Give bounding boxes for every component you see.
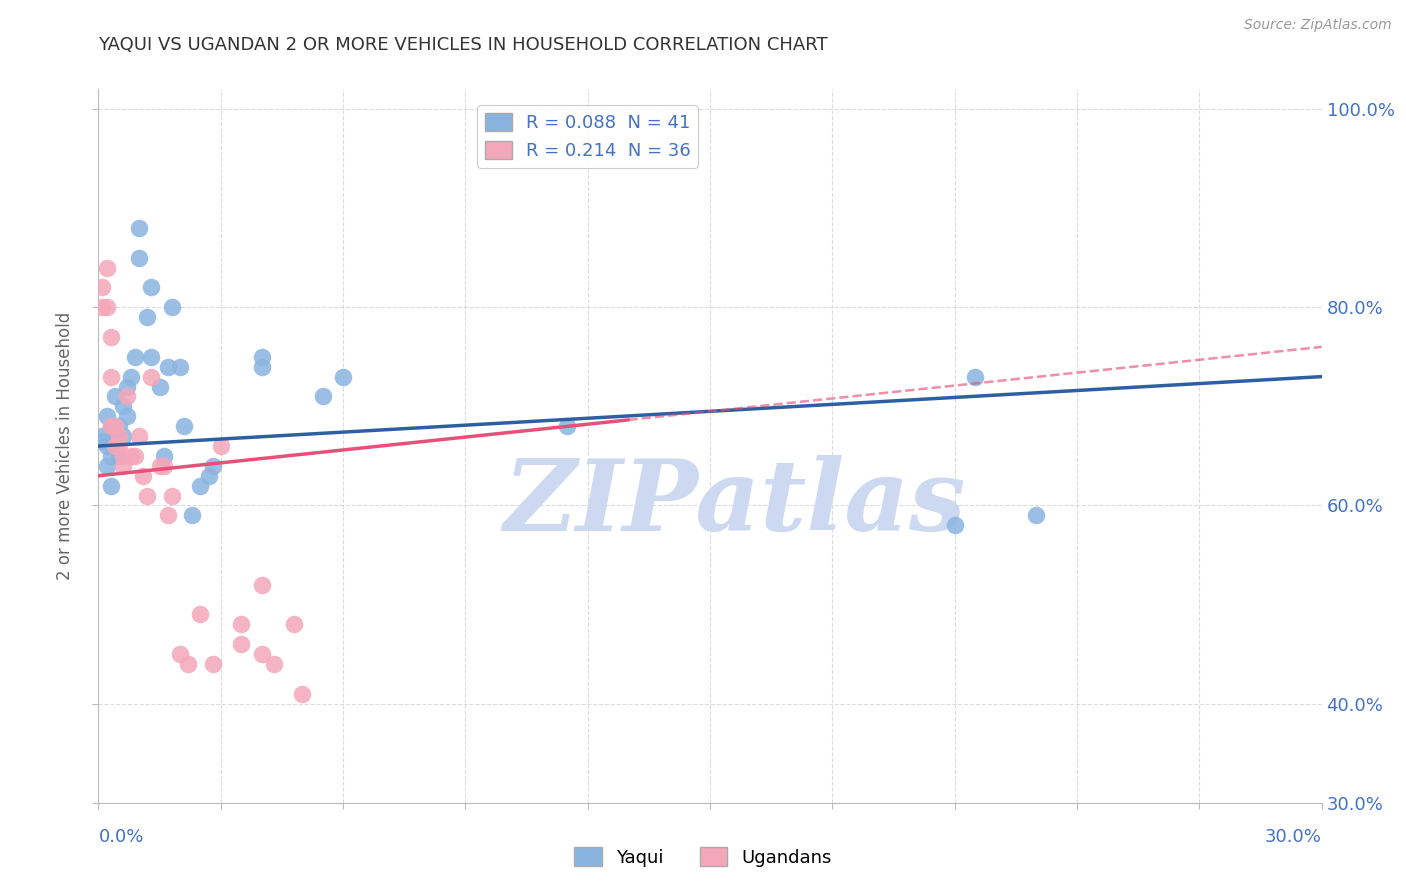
Point xyxy=(152,449,174,463)
Point xyxy=(104,389,127,403)
Point xyxy=(100,330,122,344)
Point xyxy=(156,359,179,374)
Point xyxy=(108,449,131,463)
Point xyxy=(124,449,146,463)
Point xyxy=(141,369,163,384)
Point xyxy=(141,350,163,364)
Point xyxy=(100,449,122,463)
Point xyxy=(132,468,155,483)
Point xyxy=(156,508,179,523)
Point xyxy=(250,350,273,364)
Point xyxy=(149,458,172,473)
Y-axis label: 2 or more Vehicles in Household: 2 or more Vehicles in Household xyxy=(56,312,75,580)
Point xyxy=(96,300,118,314)
Point xyxy=(181,508,204,523)
Point xyxy=(115,389,138,403)
Point xyxy=(128,221,150,235)
Point xyxy=(283,617,305,632)
Point xyxy=(115,409,138,424)
Text: Source: ZipAtlas.com: Source: ZipAtlas.com xyxy=(1244,18,1392,32)
Point xyxy=(111,429,134,443)
Point xyxy=(160,300,183,314)
Point xyxy=(1025,508,1047,523)
Point xyxy=(152,458,174,473)
Point xyxy=(201,657,224,671)
Point xyxy=(96,409,118,424)
Point xyxy=(197,468,219,483)
Point xyxy=(173,419,195,434)
Point xyxy=(250,647,273,661)
Text: ZIPatlas: ZIPatlas xyxy=(503,455,966,551)
Legend: R = 0.088  N = 41, R = 0.214  N = 36: R = 0.088 N = 41, R = 0.214 N = 36 xyxy=(478,105,697,168)
Point xyxy=(108,439,131,453)
Point xyxy=(250,578,273,592)
Point xyxy=(557,419,579,434)
Point xyxy=(111,458,134,473)
Point xyxy=(160,489,183,503)
Point xyxy=(96,458,118,473)
Point xyxy=(111,400,134,414)
Point xyxy=(100,419,122,434)
Point xyxy=(108,429,131,443)
Point xyxy=(108,419,131,434)
Point xyxy=(332,369,354,384)
Text: YAQUI VS UGANDAN 2 OR MORE VEHICLES IN HOUSEHOLD CORRELATION CHART: YAQUI VS UGANDAN 2 OR MORE VEHICLES IN H… xyxy=(98,36,828,54)
Text: 30.0%: 30.0% xyxy=(1265,828,1322,846)
Text: 0.0%: 0.0% xyxy=(98,828,143,846)
Point xyxy=(169,647,191,661)
Point xyxy=(188,478,212,492)
Point xyxy=(201,458,224,473)
Point xyxy=(100,369,122,384)
Point xyxy=(100,478,122,492)
Point xyxy=(111,449,134,463)
Point xyxy=(231,637,253,651)
Point xyxy=(120,369,142,384)
Point xyxy=(96,260,118,275)
Point xyxy=(149,379,172,393)
Point xyxy=(104,429,127,443)
Point xyxy=(91,429,114,443)
Point xyxy=(188,607,212,622)
Point xyxy=(136,310,159,325)
Point xyxy=(91,434,114,448)
Legend: Yaqui, Ugandans: Yaqui, Ugandans xyxy=(567,840,839,874)
Point xyxy=(209,439,232,453)
Point xyxy=(104,439,127,453)
Point xyxy=(136,489,159,503)
Point xyxy=(120,449,142,463)
Point xyxy=(91,300,114,314)
Point xyxy=(250,359,273,374)
Point xyxy=(263,657,285,671)
Point xyxy=(965,369,987,384)
Point xyxy=(91,280,114,294)
Point xyxy=(124,350,146,364)
Point xyxy=(291,687,314,701)
Point xyxy=(100,419,122,434)
Point xyxy=(312,389,335,403)
Point xyxy=(96,439,118,453)
Point xyxy=(169,359,191,374)
Point xyxy=(128,251,150,265)
Point xyxy=(943,518,966,533)
Point xyxy=(115,379,138,393)
Point xyxy=(177,657,200,671)
Point xyxy=(104,419,127,434)
Point xyxy=(231,617,253,632)
Point xyxy=(128,429,150,443)
Point xyxy=(141,280,163,294)
